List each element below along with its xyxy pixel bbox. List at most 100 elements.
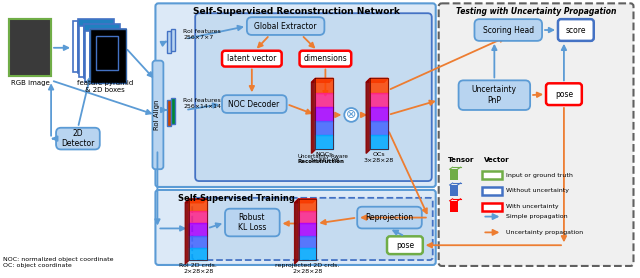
Text: RoI features
256×7×7: RoI features 256×7×7 [183, 29, 221, 40]
Text: latent vector: latent vector [227, 54, 276, 63]
Polygon shape [316, 121, 333, 135]
Polygon shape [366, 78, 388, 82]
Polygon shape [185, 199, 207, 203]
Bar [483, 203, 502, 211]
Polygon shape [189, 211, 207, 223]
Text: pose: pose [555, 90, 573, 99]
Bar [90, 49, 125, 59]
Polygon shape [316, 93, 333, 107]
Bar [90, 59, 125, 68]
FancyBboxPatch shape [387, 236, 423, 254]
Text: reprojected 2D crds.
2×28×28: reprojected 2D crds. 2×28×28 [275, 263, 340, 274]
FancyBboxPatch shape [152, 61, 163, 169]
Polygon shape [294, 199, 316, 203]
Polygon shape [298, 211, 316, 223]
Text: Self-Supervised Reconstruction Network: Self-Supervised Reconstruction Network [193, 7, 400, 16]
Polygon shape [189, 199, 207, 211]
Polygon shape [370, 78, 388, 93]
Polygon shape [370, 107, 388, 121]
Bar [168, 31, 172, 53]
Polygon shape [189, 235, 207, 248]
Circle shape [344, 108, 358, 122]
Polygon shape [370, 93, 388, 107]
Text: RoI Align: RoI Align [154, 100, 161, 130]
Text: NOC: normalized object coordinate
OC: object coordinate: NOC: normalized object coordinate OC: ob… [3, 257, 114, 268]
FancyBboxPatch shape [56, 128, 100, 150]
FancyBboxPatch shape [546, 83, 582, 105]
Polygon shape [294, 199, 298, 264]
FancyBboxPatch shape [459, 80, 530, 110]
Bar [483, 171, 502, 179]
Bar [79, 26, 84, 77]
Bar [450, 201, 458, 212]
Text: RoI features
256×14×14: RoI features 256×14×14 [183, 98, 221, 109]
Text: feature pyramid
& 2D boxes: feature pyramid & 2D boxes [77, 80, 133, 93]
FancyBboxPatch shape [300, 51, 351, 66]
FancyBboxPatch shape [156, 3, 436, 187]
Text: Robust
KL Loss: Robust KL Loss [237, 213, 266, 232]
Bar [84, 24, 120, 78]
Bar [10, 19, 51, 76]
Polygon shape [316, 107, 333, 121]
Polygon shape [312, 78, 316, 153]
Text: OCs
3×28×28: OCs 3×28×28 [364, 152, 394, 163]
Text: Global Extractor: Global Extractor [254, 22, 317, 31]
Bar [73, 21, 78, 73]
Text: Tensor: Tensor [447, 157, 474, 163]
Bar [90, 29, 125, 83]
Bar [10, 19, 51, 76]
FancyBboxPatch shape [474, 19, 542, 41]
Text: Input or ground truth: Input or ground truth [506, 173, 573, 178]
FancyBboxPatch shape [438, 3, 634, 266]
Text: dimensions: dimensions [303, 54, 348, 63]
Text: Vector: Vector [484, 157, 509, 163]
Bar [90, 39, 125, 49]
Text: NOCs
3×28×28: NOCs 3×28×28 [309, 152, 340, 163]
Bar [168, 100, 172, 126]
Polygon shape [298, 199, 316, 211]
FancyBboxPatch shape [192, 198, 433, 260]
Polygon shape [189, 223, 207, 235]
Bar [85, 31, 90, 82]
Polygon shape [189, 248, 207, 260]
Polygon shape [298, 235, 316, 248]
FancyBboxPatch shape [247, 17, 324, 35]
Text: With uncertainty: With uncertainty [506, 204, 559, 209]
FancyBboxPatch shape [195, 13, 432, 181]
Polygon shape [298, 223, 316, 235]
Bar [450, 169, 458, 180]
Polygon shape [370, 135, 388, 150]
Bar [90, 29, 125, 39]
Polygon shape [298, 248, 316, 260]
Bar [10, 19, 51, 76]
FancyBboxPatch shape [222, 51, 282, 66]
Text: Uncertainty
PnP: Uncertainty PnP [472, 85, 517, 105]
Polygon shape [366, 78, 370, 153]
FancyBboxPatch shape [222, 95, 287, 113]
Bar [450, 185, 458, 196]
FancyBboxPatch shape [357, 207, 422, 229]
FancyBboxPatch shape [558, 19, 594, 41]
Text: score: score [566, 26, 586, 34]
Bar [90, 68, 125, 78]
Text: Uncertainty-Aware: Uncertainty-Aware [298, 154, 348, 159]
Polygon shape [312, 78, 333, 82]
Bar [172, 98, 175, 124]
Bar [90, 29, 125, 83]
Text: Uncertainty propagation: Uncertainty propagation [506, 230, 584, 235]
Text: Self-Supervised Training: Self-Supervised Training [177, 194, 294, 203]
Polygon shape [185, 199, 189, 264]
FancyBboxPatch shape [156, 190, 436, 265]
Text: Without uncertainty: Without uncertainty [506, 188, 570, 193]
Text: Reprojection: Reprojection [365, 213, 413, 222]
Bar [172, 29, 175, 51]
Polygon shape [370, 121, 388, 135]
Text: Scoring Head: Scoring Head [483, 26, 534, 34]
Text: 2D
Detector: 2D Detector [61, 129, 95, 148]
Text: RGB image: RGB image [11, 80, 49, 86]
Text: Simple propagation: Simple propagation [506, 214, 568, 219]
Text: RoI 2D crds.
2×28×28: RoI 2D crds. 2×28×28 [179, 263, 217, 274]
Bar [90, 29, 125, 83]
Polygon shape [316, 135, 333, 150]
Bar [78, 19, 114, 73]
